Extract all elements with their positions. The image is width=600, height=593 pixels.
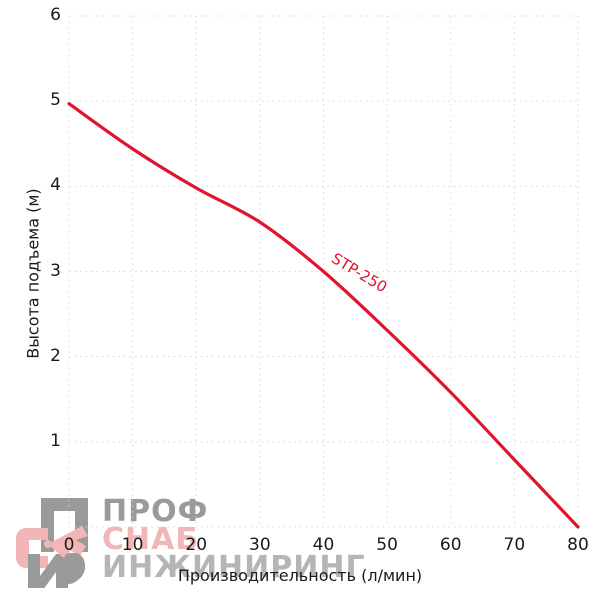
x-tick-60: 60	[439, 535, 462, 555]
curve-path	[67, 102, 580, 529]
x-tick-50: 50	[376, 535, 398, 555]
x-tick-70: 70	[503, 535, 526, 555]
x-tick-10: 10	[121, 535, 144, 555]
y-tick-3: 3	[50, 260, 61, 281]
y-tick-5: 5	[50, 90, 61, 111]
x-tick-80: 80	[567, 535, 589, 555]
x-tick-20: 20	[185, 535, 208, 555]
y-tick-6: 6	[50, 5, 61, 25]
y-tick-1: 1	[50, 430, 61, 451]
y-tick-4: 4	[50, 175, 61, 196]
y-tick-2: 2	[50, 345, 61, 366]
series-curve-stp-250	[67, 102, 580, 529]
x-tick-0: 0	[63, 535, 75, 555]
plot-area	[67, 15, 580, 529]
x-axis-title: Производительность (л/мин)	[177, 566, 423, 585]
y-axis-title: Высота подъема (м)	[23, 188, 43, 359]
x-tick-30: 30	[249, 535, 271, 555]
x-tick-40: 40	[312, 535, 335, 555]
